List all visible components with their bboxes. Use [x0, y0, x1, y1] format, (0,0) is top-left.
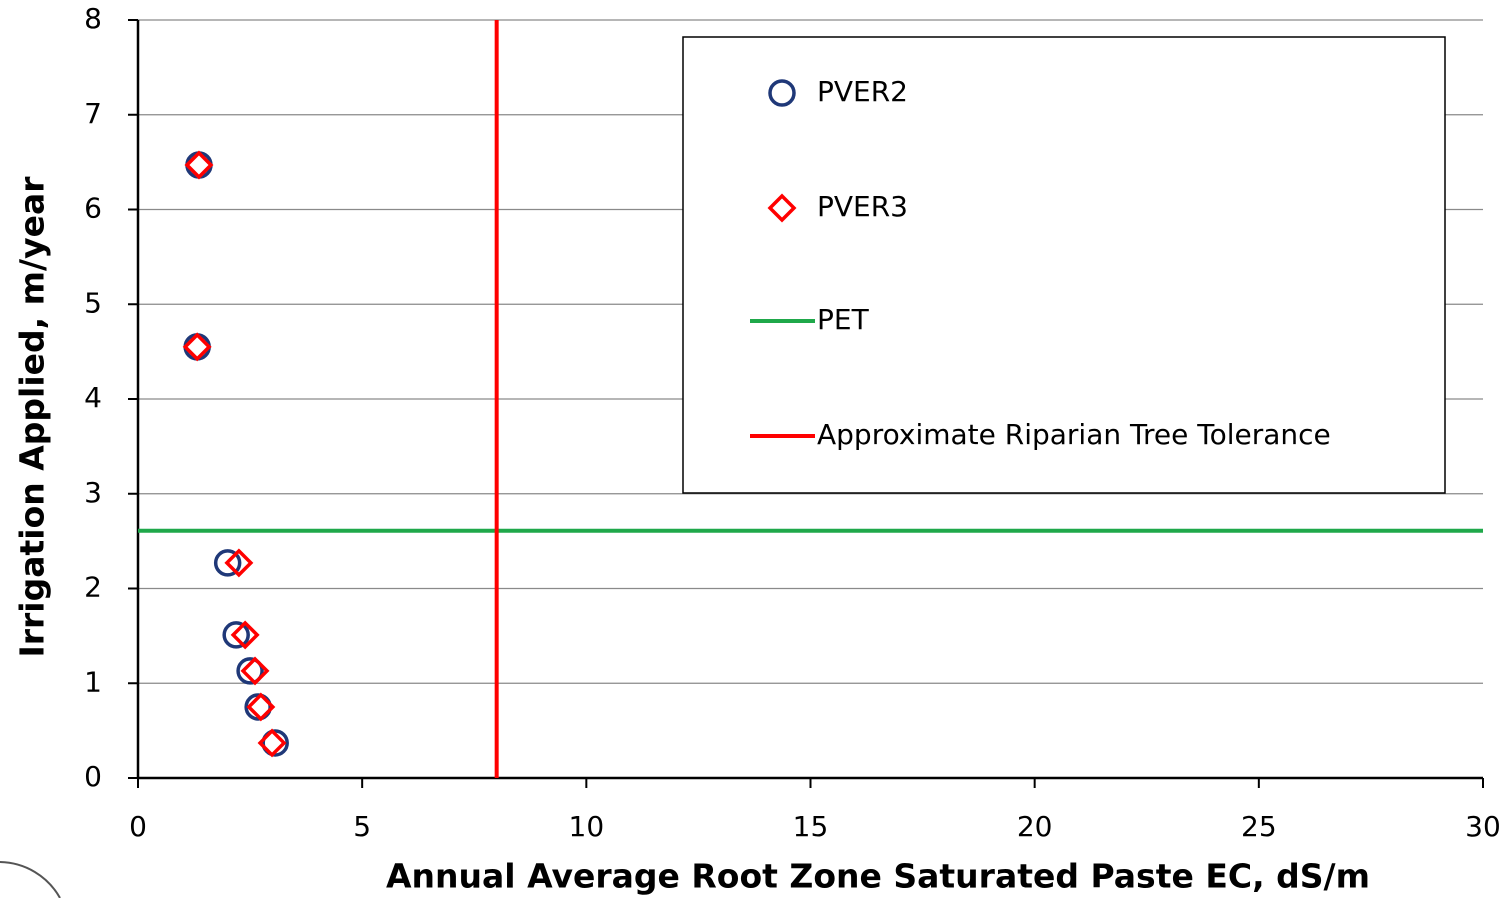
circle-marker — [236, 657, 264, 685]
diamond-marker — [182, 332, 212, 362]
y-tick-label: 7 — [84, 97, 102, 130]
legend-label: Approximate Riparian Tree Tolerance — [817, 418, 1331, 451]
x-tick-label: 20 — [1017, 810, 1053, 843]
circle-marker — [213, 549, 242, 577]
circle-marker — [244, 693, 272, 721]
y-tick-label: 4 — [84, 381, 102, 414]
y-tick-label: 1 — [84, 665, 102, 698]
y-tick-label: 6 — [84, 192, 102, 225]
x-tick-label: 0 — [129, 810, 147, 843]
legend-label: PVER3 — [817, 190, 908, 223]
legend-marker — [768, 79, 796, 107]
legend-label: PVER2 — [817, 75, 908, 108]
diamond-marker — [246, 692, 276, 722]
x-axis-title: Annual Average Root Zone Saturated Paste… — [386, 857, 1370, 896]
y-tick-label: 3 — [84, 476, 102, 509]
x-tick-label: 15 — [793, 810, 829, 843]
y-tick-label: 5 — [84, 286, 102, 319]
diamond-marker — [257, 728, 287, 758]
circle-marker — [222, 621, 250, 649]
diamond-marker — [224, 548, 254, 578]
diamond-marker — [240, 656, 270, 686]
x-tick-label: 5 — [353, 810, 371, 843]
y-tick-label: 2 — [84, 571, 102, 604]
x-tick-label: 30 — [1465, 810, 1501, 843]
y-tick-label: 0 — [84, 760, 102, 793]
legend-marker — [767, 193, 797, 223]
diamond-marker — [184, 150, 214, 180]
logo-fragment — [0, 861, 61, 898]
y-tick-label: 8 — [84, 2, 102, 35]
circle-marker — [261, 729, 289, 757]
x-tick-label: 10 — [569, 810, 605, 843]
y-axis-title: Irrigation Applied, m/year — [13, 176, 52, 658]
x-tick-label: 25 — [1241, 810, 1277, 843]
legend-box — [682, 36, 1446, 494]
diamond-marker — [230, 620, 260, 650]
legend-label: PET — [817, 303, 870, 336]
